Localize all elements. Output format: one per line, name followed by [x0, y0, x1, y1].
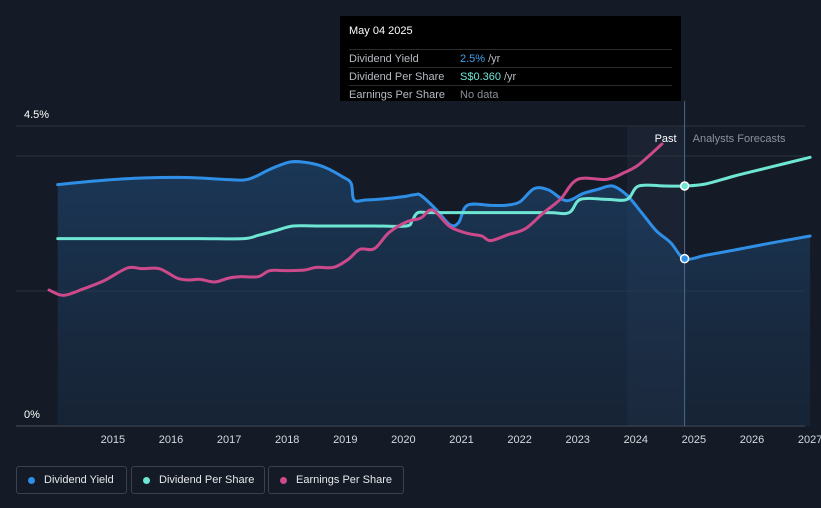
tooltip-label: Dividend Yield [349, 53, 419, 65]
x-tick-label: 2016 [159, 434, 183, 446]
legend-earnings-per-share[interactable]: Earnings Per Share [268, 466, 404, 494]
legend-label: Dividend Per Share [159, 474, 255, 486]
y-axis-bottom-label: 0% [24, 409, 40, 421]
x-tick-label: 2022 [507, 434, 531, 446]
tooltip-value: No data [460, 89, 499, 101]
chart-plot: 2015 2016 2017 2018 2019 2020 2021 2022 2023 2024… [16, 101, 821, 446]
tooltip: May 04 2025 Dividend Yield 2.5%/yr Divid… [340, 16, 681, 101]
dividend-yield-area [57, 161, 811, 426]
legend-dividend-yield[interactable]: Dividend Yield [16, 466, 127, 494]
forecast-label: Analysts Forecasts [693, 133, 786, 145]
legend-dot [28, 476, 35, 484]
x-tick-label: 2021 [449, 434, 473, 446]
series-lines [47, 142, 812, 297]
x-tick-label: 2023 [565, 434, 589, 446]
tooltip-row-earnings-per-share: Earnings Per Share No data [349, 85, 672, 104]
x-tick-label: 2020 [391, 434, 415, 446]
marker-point-dividend-per-share [679, 181, 690, 191]
tooltip-label: Earnings Per Share [349, 89, 445, 101]
marker-point-dividend-yield [679, 253, 690, 264]
x-tick-label: 2015 [101, 434, 125, 446]
legend-dot [280, 476, 287, 484]
tooltip-label: Dividend Per Share [349, 71, 445, 83]
legend-label: Earnings Per Share [296, 474, 392, 486]
series-line-earnings-per-share [47, 142, 664, 297]
x-tick-label: 2027 [798, 434, 821, 446]
legend-label: Dividend Yield [44, 474, 114, 486]
x-tick-label: 2024 [624, 434, 648, 446]
x-tick-label: 2019 [333, 434, 357, 446]
x-tick-label: 2026 [740, 434, 764, 446]
tooltip-value: 2.5%/yr [460, 53, 501, 65]
x-tick-label: 2018 [275, 434, 299, 446]
x-tick-label: 2025 [682, 434, 706, 446]
marker-points [679, 181, 690, 264]
legend-dot [143, 476, 150, 484]
y-axis-top-label: 4.5% [24, 109, 49, 121]
tooltip-row-dividend-yield: Dividend Yield 2.5%/yr [349, 49, 672, 68]
past-label: Past [655, 133, 677, 145]
tooltip-row-dividend-per-share: Dividend Per Share S$0.360/yr [349, 67, 672, 86]
tooltip-value: S$0.360/yr [460, 71, 517, 83]
series-line-dividend-per-share [56, 155, 812, 241]
legend-dividend-per-share[interactable]: Dividend Per Share [131, 466, 265, 494]
series-line-dividend-yield [56, 159, 812, 261]
x-axis-ticks: 2015 2016 2017 2018 2019 2020 2021 2022 2023 2024… [101, 434, 821, 446]
tooltip-date: May 04 2025 [349, 25, 413, 37]
x-tick-label: 2017 [217, 434, 241, 446]
